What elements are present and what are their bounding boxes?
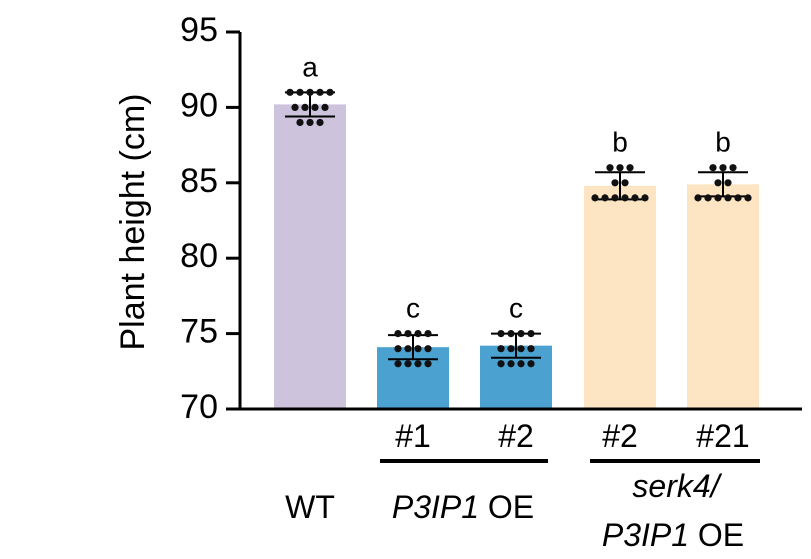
data-point-3-8 <box>606 164 614 172</box>
data-point-2-9 <box>507 330 515 338</box>
data-point-2-7 <box>527 345 535 353</box>
data-point-0-1 <box>306 118 314 127</box>
data-point-3-0 <box>591 194 599 202</box>
data-point-2-11 <box>527 330 535 338</box>
bar-4 <box>687 184 759 409</box>
bars-layer <box>274 104 759 409</box>
data-point-4-2 <box>714 194 722 202</box>
group-label-wt: WT <box>285 489 335 525</box>
y-tick-label-70: 70 <box>180 388 218 426</box>
data-point-2-2 <box>517 360 525 368</box>
y-ticks-layer: 70 75 80 85 90 95 <box>180 11 240 426</box>
significance-letters-layer: a c c b b <box>302 51 731 323</box>
group-label-serk4-gene: P3IP1 <box>602 517 689 553</box>
data-point-0-5 <box>311 103 319 111</box>
data-point-4-1 <box>704 194 712 202</box>
group-label-p3ip1-oe: P3IP1 OE <box>392 489 534 525</box>
y-tick-label-90: 90 <box>180 86 218 124</box>
data-point-1-2 <box>414 360 422 368</box>
line-label-2: #2 <box>498 418 534 454</box>
group-label-p3ip1-gene: P3IP1 <box>392 489 479 525</box>
data-point-2-0 <box>497 360 505 368</box>
data-point-3-5 <box>641 194 649 202</box>
data-point-4-9 <box>719 164 727 172</box>
data-point-4-5 <box>744 194 752 202</box>
group-label-p3ip1-suffix: OE <box>479 489 534 525</box>
data-point-1-0 <box>394 360 402 368</box>
data-point-4-10 <box>729 164 737 172</box>
data-point-0-11 <box>326 88 334 96</box>
significance-letter-1: c <box>406 293 420 324</box>
data-points-layer <box>286 88 752 368</box>
data-point-3-3 <box>621 194 629 202</box>
data-point-1-5 <box>404 345 412 353</box>
data-point-0-10 <box>316 88 324 96</box>
data-point-1-9 <box>404 330 412 338</box>
y-tick-label-75: 75 <box>180 313 218 351</box>
data-point-1-3 <box>424 360 432 368</box>
line-label-4: #21 <box>696 418 749 454</box>
data-point-1-10 <box>414 330 422 338</box>
data-point-2-6 <box>517 345 525 353</box>
data-point-1-7 <box>424 345 432 353</box>
significance-letter-3: b <box>612 127 628 158</box>
data-point-1-1 <box>404 360 412 368</box>
data-point-4-4 <box>734 194 742 202</box>
significance-letter-4: b <box>715 127 731 158</box>
data-point-2-5 <box>507 345 515 353</box>
y-tick-label-85: 85 <box>180 162 218 200</box>
y-tick-label-95: 95 <box>180 11 218 49</box>
data-point-0-8 <box>296 88 304 96</box>
y-tick-label-80: 80 <box>180 237 218 275</box>
data-point-4-0 <box>694 194 702 202</box>
data-point-2-1 <box>507 360 515 368</box>
data-point-1-11 <box>424 330 432 338</box>
data-point-0-7 <box>286 88 294 96</box>
data-point-0-9 <box>306 88 314 96</box>
data-point-0-0 <box>296 118 304 127</box>
significance-letter-0: a <box>302 51 318 82</box>
data-point-3-2 <box>611 194 619 202</box>
data-point-4-7 <box>724 179 732 187</box>
line-labels-layer: #1 #2 #2 #21 <box>395 418 749 454</box>
data-point-3-6 <box>611 179 619 187</box>
group-label-serk4-line1: serk4/ <box>632 468 722 504</box>
data-point-4-6 <box>714 179 722 187</box>
line-label-1: #1 <box>395 418 431 454</box>
data-point-4-3 <box>724 194 732 202</box>
data-point-3-4 <box>631 194 639 202</box>
y-axis-title: Plant height (cm) <box>114 94 152 351</box>
data-point-1-6 <box>414 345 422 353</box>
significance-letter-2: c <box>509 293 523 324</box>
line-label-3: #2 <box>602 418 638 454</box>
data-point-2-8 <box>497 330 505 338</box>
data-point-3-7 <box>621 179 629 187</box>
data-point-0-3 <box>291 103 299 111</box>
data-point-0-2 <box>316 118 324 127</box>
data-point-4-8 <box>709 164 717 172</box>
data-point-3-9 <box>616 164 624 172</box>
data-point-0-6 <box>321 103 329 111</box>
data-point-2-3 <box>527 360 535 368</box>
data-point-1-4 <box>394 345 402 353</box>
data-point-3-10 <box>626 164 634 172</box>
group-label-serk4-line2: P3IP1 OE <box>602 517 744 553</box>
data-point-1-8 <box>394 330 402 338</box>
data-point-3-1 <box>601 194 609 202</box>
group-label-serk4-suffix: OE <box>689 517 744 553</box>
data-point-2-10 <box>517 330 525 338</box>
data-point-0-4 <box>301 103 309 111</box>
data-point-2-4 <box>497 345 505 353</box>
bar-3 <box>584 185 656 409</box>
bar-0 <box>274 104 346 409</box>
